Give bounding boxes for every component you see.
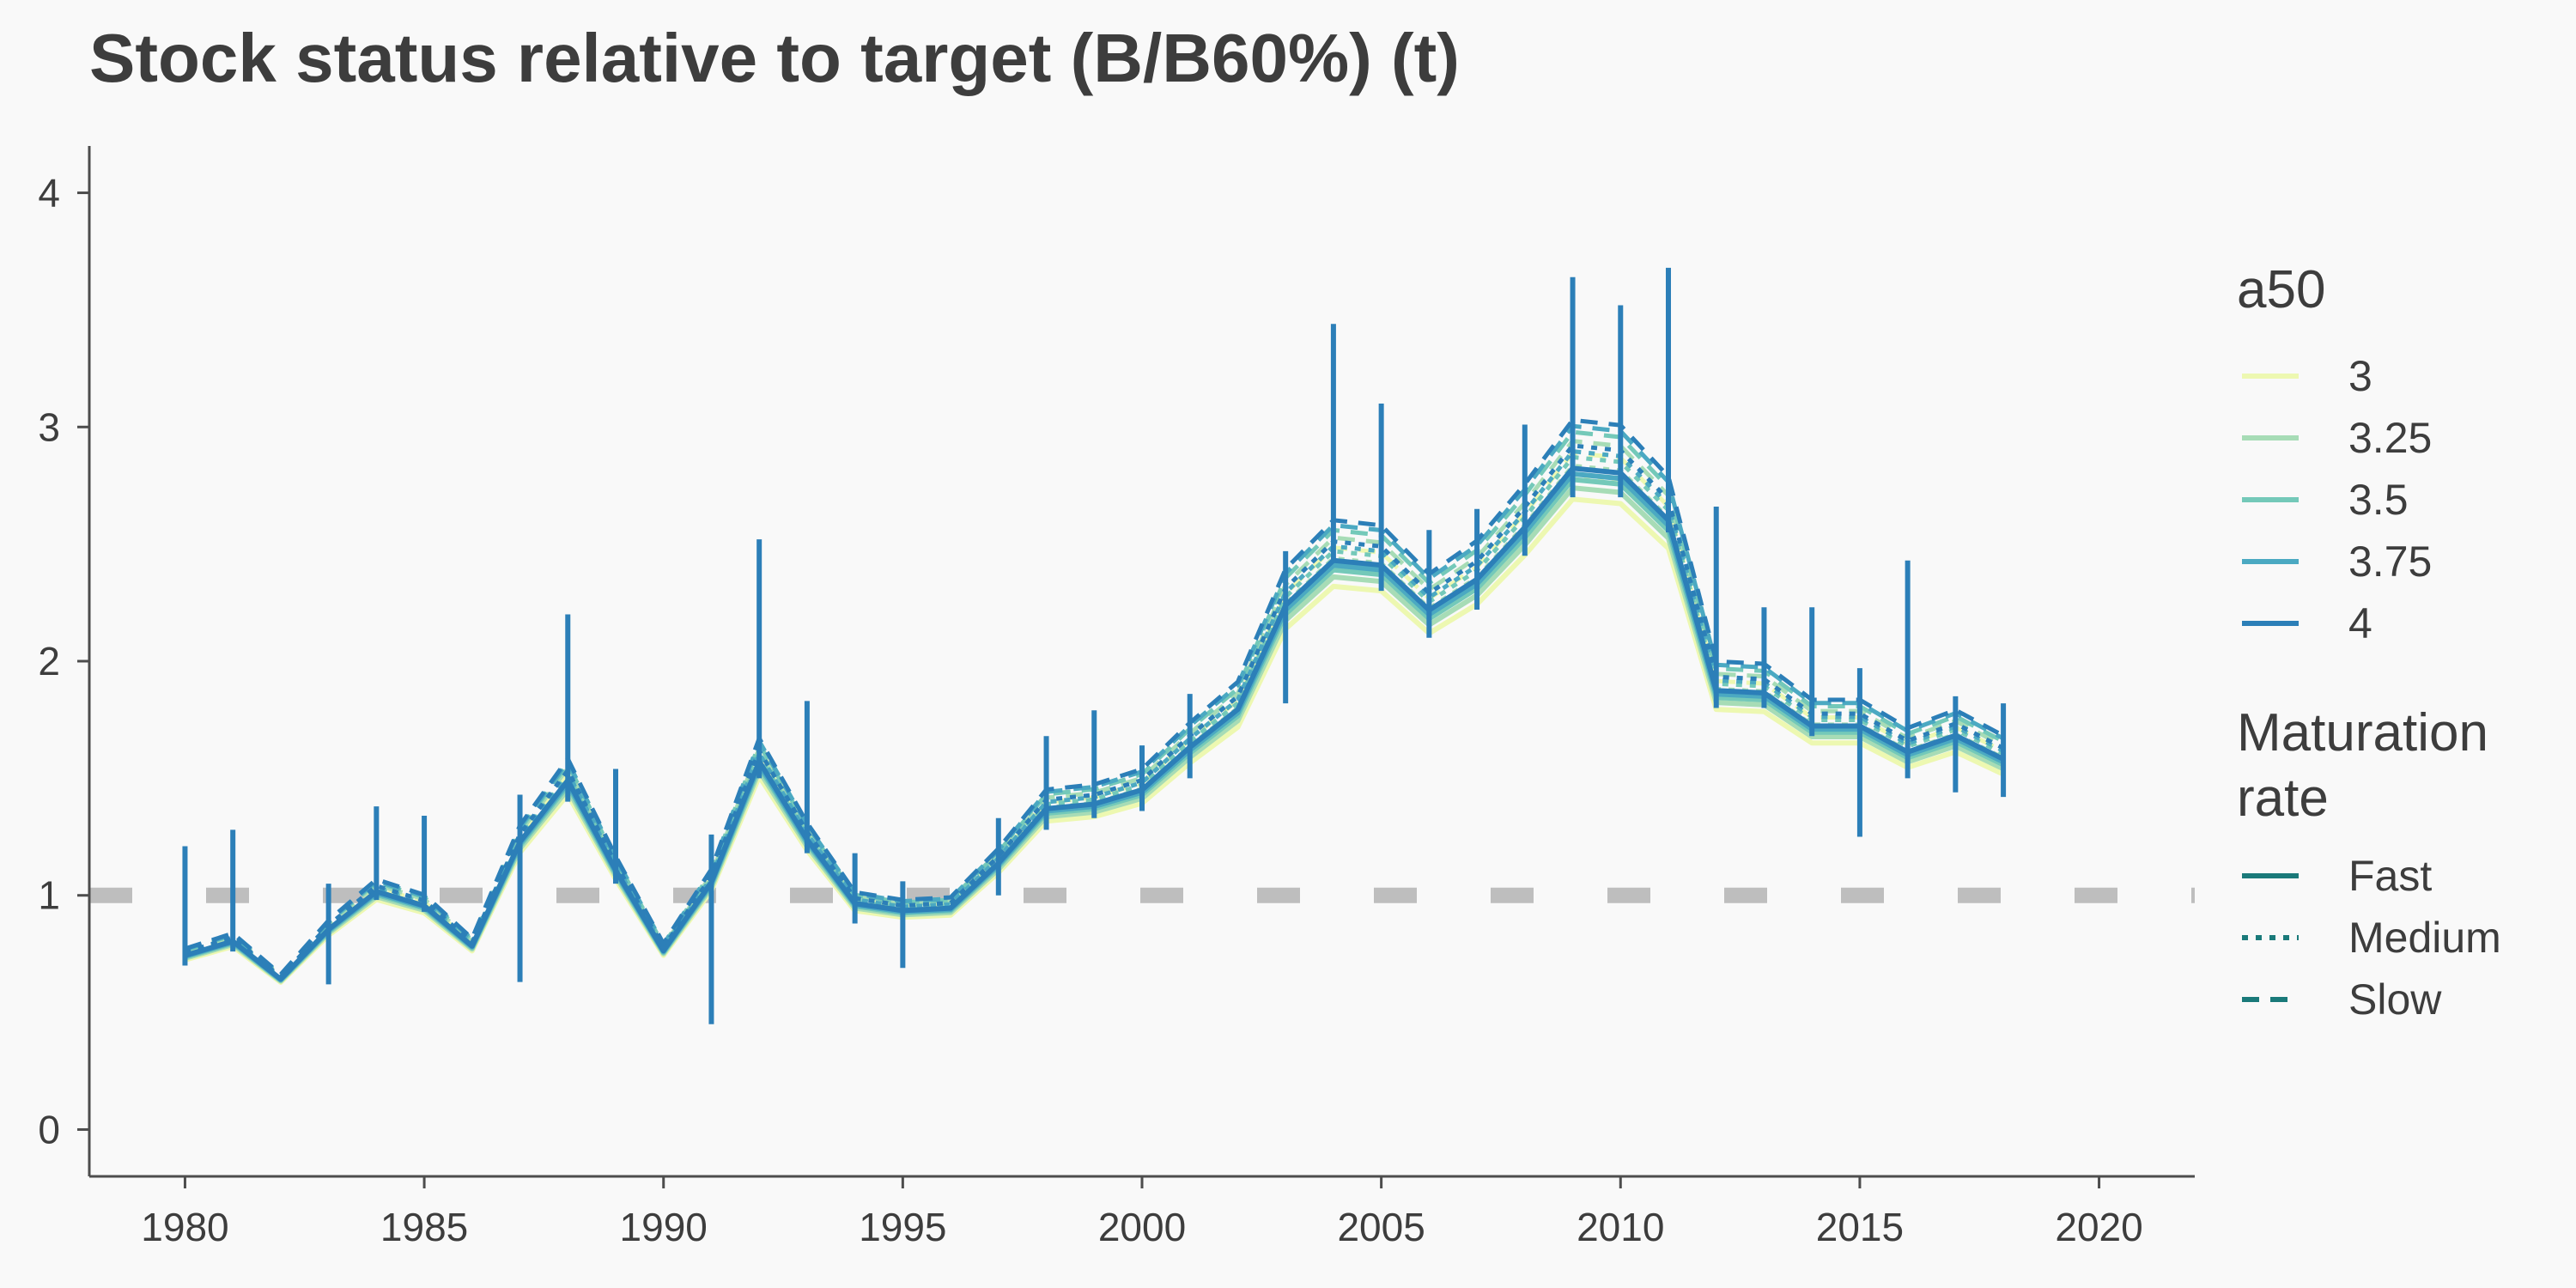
- legend-maturation-label: Slow: [2348, 975, 2442, 1024]
- legend-a50-key: [2242, 374, 2299, 379]
- legend-a50-key: [2242, 497, 2299, 502]
- legend-a50-label: 3.25: [2348, 414, 2433, 462]
- legend-maturation-title-line2: rate: [2237, 769, 2329, 828]
- legend-a50-item: 3.5: [2237, 469, 2563, 531]
- x-tick-label-2010: 2010: [1577, 1205, 1664, 1249]
- x-tick-label-1995: 1995: [859, 1205, 946, 1249]
- legend-maturation-label: Fast: [2348, 852, 2433, 900]
- y-tick-label-1: 1: [38, 873, 60, 918]
- legend-a50-key: [2242, 559, 2299, 564]
- legend-a50-label: 3.75: [2348, 538, 2433, 586]
- legend-a50-key: [2242, 435, 2299, 440]
- y-tick-label-3: 3: [38, 404, 60, 449]
- legend-a50-label: 4: [2348, 599, 2372, 647]
- x-tick-label-1990: 1990: [620, 1205, 708, 1249]
- legend-maturation-key: [2242, 873, 2299, 878]
- legend-a50-group: a50 3 3.25 3.5 3.75 4: [2237, 258, 2563, 654]
- legend-maturation-group: Maturation rate Fast Medium Slow: [2237, 701, 2563, 1030]
- x-tick-label-2000: 2000: [1098, 1205, 1186, 1249]
- legend-a50-item: 3.75: [2237, 531, 2563, 592]
- y-tick-label-2: 2: [38, 639, 60, 683]
- legend-maturation-item: Medium: [2237, 907, 2563, 969]
- legend-maturation-item: Slow: [2237, 969, 2563, 1030]
- legend-a50-item: 3.25: [2237, 407, 2563, 469]
- legend: a50 3 3.25 3.5 3.75 4 Maturation rate Fast Me…: [2237, 258, 2563, 1030]
- x-tick-label-1980: 1980: [141, 1205, 228, 1249]
- series-line-a50-4-medium: [184, 443, 2005, 980]
- legend-maturation-key: [2242, 935, 2299, 940]
- plot-area: 0 1 2 3 4 1980 1985 1990 1995 2000 2005 2010 2015 202…: [38, 146, 2195, 1249]
- axis-layer: 0 1 2 3 4 1980 1985 1990 1995 2000 2005 2010 2015 202…: [38, 146, 2195, 1249]
- x-tick-label-2020: 2020: [2055, 1205, 2142, 1249]
- x-tick-label-1985: 1985: [380, 1205, 468, 1249]
- chart-title: Stock status relative to target (B/B60%)…: [89, 20, 1460, 96]
- legend-a50-label: 3.5: [2348, 476, 2409, 524]
- legend-a50-item: 3: [2237, 345, 2563, 407]
- x-tick-label-2015: 2015: [1816, 1205, 1904, 1249]
- legend-maturation-title-line1: Maturation: [2237, 703, 2488, 762]
- legend-maturation-label: Medium: [2348, 914, 2501, 962]
- y-tick-label-0: 0: [38, 1107, 60, 1151]
- legend-maturation-title: Maturation rate: [2237, 701, 2563, 831]
- legend-a50-item: 4: [2237, 592, 2563, 654]
- legend-maturation-item: Fast: [2237, 845, 2563, 907]
- spike-layer: [182, 267, 2007, 1024]
- legend-a50-label: 3: [2348, 352, 2372, 400]
- x-tick-label-2005: 2005: [1337, 1205, 1425, 1249]
- legend-maturation-key: [2242, 997, 2299, 1002]
- legend-a50-title: a50: [2237, 260, 2326, 319]
- legend-a50-key: [2242, 621, 2299, 626]
- y-tick-label-4: 4: [38, 171, 60, 216]
